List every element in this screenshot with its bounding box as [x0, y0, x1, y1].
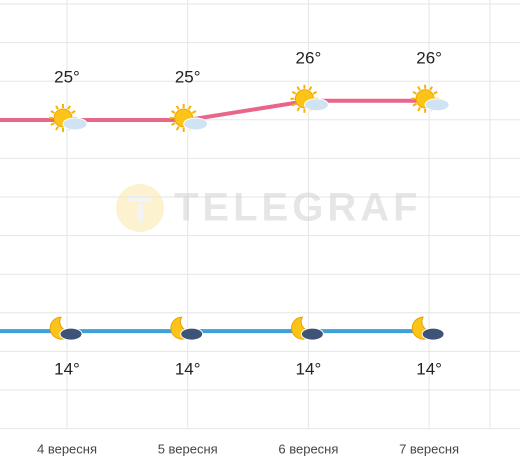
- sun-ray: [308, 86, 313, 91]
- sun-ray: [171, 110, 176, 114]
- sun-ray: [417, 86, 421, 91]
- cloud: [183, 117, 209, 131]
- watermark-logo-bar: [128, 196, 152, 202]
- x-tick-label: 4 вересня: [37, 441, 97, 456]
- sun-ray: [55, 126, 59, 131]
- sun-ray: [50, 110, 55, 114]
- cloud: [303, 98, 329, 112]
- sun-ray: [412, 90, 417, 95]
- sun-ray: [412, 102, 417, 107]
- sun-ray: [296, 106, 301, 112]
- weather-icon: [411, 84, 450, 113]
- value-label: 14°: [296, 360, 322, 379]
- weather-icon: [290, 84, 329, 113]
- sun-ray: [191, 110, 197, 114]
- sun-ray: [67, 105, 71, 110]
- weather-icon: [49, 316, 83, 341]
- weather-icon: [411, 316, 445, 341]
- weather-icon: [49, 103, 88, 132]
- cloud: [62, 117, 88, 131]
- watermark-text: TELEGRAF: [174, 186, 422, 230]
- cloud: [59, 327, 83, 341]
- cloud: [424, 98, 450, 112]
- sun-ray: [433, 90, 438, 95]
- sun-ray: [291, 90, 297, 95]
- value-label: 25°: [54, 67, 80, 86]
- value-label: 25°: [175, 67, 201, 86]
- sun-ray: [429, 86, 433, 91]
- value-label: 14°: [416, 360, 442, 379]
- value-label: 26°: [416, 48, 442, 67]
- weather-icon: [169, 103, 209, 132]
- sun-ray: [175, 126, 180, 131]
- value-label: 26°: [296, 48, 322, 67]
- cloud: [300, 327, 324, 341]
- x-tick-label: 5 вересня: [158, 441, 218, 456]
- cloud: [421, 327, 445, 341]
- cloud: [180, 327, 204, 341]
- x-tick-label: 7 вересня: [399, 441, 459, 456]
- value-label: 14°: [175, 360, 201, 379]
- sun-ray: [175, 105, 180, 110]
- sun-ray: [50, 122, 55, 126]
- sun-ray: [71, 110, 76, 114]
- sun-ray: [312, 90, 318, 95]
- sun-ray: [417, 106, 421, 112]
- watermark: TELEGRAF: [116, 184, 422, 232]
- sun-ray: [55, 105, 59, 110]
- weather-icon: [291, 316, 324, 341]
- series-line: [67, 98, 430, 122]
- weather-icon: [170, 316, 204, 341]
- value-label: 14°: [54, 360, 80, 379]
- sun-ray: [291, 102, 297, 107]
- sun-ray: [187, 105, 192, 110]
- watermark-logo-stem: [137, 204, 143, 222]
- sun-ray: [171, 122, 176, 126]
- x-tick-label: 6 вересня: [278, 441, 338, 456]
- sun-ray: [296, 86, 301, 91]
